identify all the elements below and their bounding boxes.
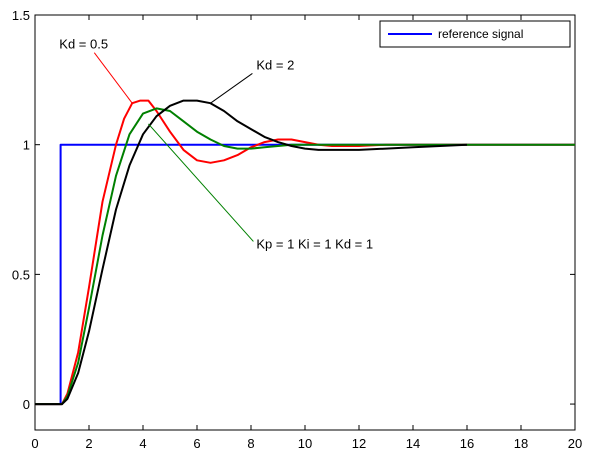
x-tick-label: 2 xyxy=(85,436,92,451)
y-tick-label: 1.5 xyxy=(12,8,30,23)
x-tick-label: 12 xyxy=(352,436,366,451)
legend: reference signal xyxy=(379,20,571,48)
x-tick-label: 4 xyxy=(139,436,146,451)
axis-ticks: 0 2 4 6 8 10 12 14 16 18 20 0 0.5 1 1.5 xyxy=(12,8,582,451)
annotation-pointer-line xyxy=(148,123,254,242)
kd-2-line xyxy=(35,99,468,406)
annotation-pointer-line xyxy=(93,52,133,104)
x-tick-label: 8 xyxy=(247,436,254,451)
x-tick-label: 16 xyxy=(460,436,474,451)
annotation-label: Kd = 0.5 xyxy=(59,37,108,52)
x-tick-label: 0 xyxy=(31,436,38,451)
annotation-label: Kp = 1 Ki = 1 Kd = 1 xyxy=(256,236,373,251)
x-tick-label: 10 xyxy=(298,436,312,451)
annotations: Kd = 0.5 Kd = 2 Kp = 1 Ki = 1 Kd = 1 xyxy=(59,37,373,252)
kd-1-line xyxy=(35,107,575,406)
y-tick-label: 0.5 xyxy=(12,267,30,282)
legend-label-reference-signal: reference signal xyxy=(438,27,523,41)
x-tick-label: 6 xyxy=(193,436,200,451)
series-lines xyxy=(35,99,575,406)
y-tick-label: 1 xyxy=(23,138,30,153)
x-tick-label: 20 xyxy=(568,436,582,451)
annotation-label: Kd = 2 xyxy=(256,57,294,72)
x-tick-label: 18 xyxy=(514,436,528,451)
y-tick-label: 0 xyxy=(23,397,30,412)
x-tick-label: 14 xyxy=(406,436,420,451)
annotation-pointer-line xyxy=(210,73,253,104)
kd-0-5-line xyxy=(35,99,575,406)
